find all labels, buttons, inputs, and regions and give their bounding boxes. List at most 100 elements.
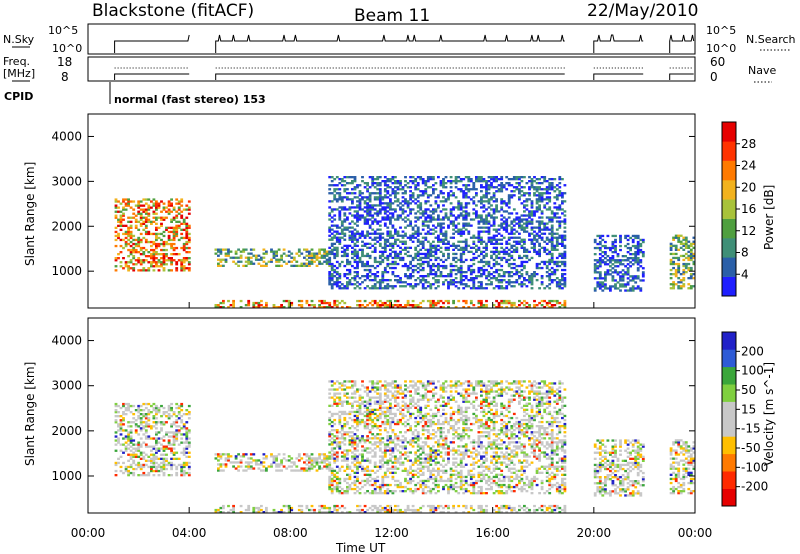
power-cell <box>606 271 610 274</box>
power-cell <box>426 275 430 278</box>
power-cell <box>530 256 534 260</box>
velocity-cell <box>177 417 181 420</box>
velocity-cell <box>330 477 334 481</box>
power-cell <box>601 238 605 242</box>
power-cell <box>401 242 405 245</box>
velocity-cell <box>162 445 166 448</box>
velocity-cell <box>381 506 385 510</box>
velocity-cell <box>144 415 148 418</box>
power-cell <box>419 275 423 278</box>
power-cell <box>464 204 468 207</box>
power-cell <box>416 188 420 191</box>
power-cell <box>232 304 235 307</box>
power-cell <box>457 208 461 211</box>
power-cell <box>165 226 168 229</box>
velocity-cell <box>328 481 332 485</box>
velocity-cell <box>348 396 352 399</box>
velocity-cell <box>270 453 273 456</box>
power-cell <box>396 198 400 201</box>
velocity-cell <box>157 457 161 460</box>
power-cell <box>353 180 357 183</box>
power-cell <box>558 242 562 245</box>
velocity-cell <box>127 471 130 475</box>
power-cell <box>480 250 483 253</box>
velocity-cell <box>330 492 334 495</box>
power-cell <box>356 214 359 217</box>
velocity-cell <box>353 453 357 456</box>
power-cell <box>167 257 171 260</box>
power-cell <box>555 277 559 280</box>
power-cell <box>416 216 420 219</box>
power-cell <box>401 212 405 215</box>
power-cell <box>492 250 496 253</box>
velocity-cell <box>338 431 342 434</box>
power-cell <box>492 178 496 181</box>
velocity-cell <box>167 463 171 467</box>
power-cell <box>262 252 266 255</box>
velocity-cell <box>378 508 382 512</box>
power-cell <box>356 254 359 258</box>
power-cell <box>497 262 501 266</box>
velocity-cell <box>185 441 189 444</box>
power-cell <box>150 253 153 256</box>
velocity-cell <box>416 511 420 514</box>
power-cell <box>152 240 156 244</box>
power-cell <box>356 220 359 223</box>
power-cell <box>533 234 536 237</box>
velocity-cell <box>351 425 354 428</box>
power-cell <box>272 306 276 309</box>
power-cell <box>611 263 615 266</box>
power-cell <box>530 182 534 185</box>
power-cell <box>391 176 395 179</box>
power-cell <box>548 283 552 286</box>
power-cell <box>561 240 564 243</box>
power-cell <box>346 248 349 251</box>
power-cell <box>426 226 430 229</box>
power-cell <box>482 250 486 253</box>
power-cell <box>502 236 506 239</box>
power-cell <box>162 242 166 246</box>
power-cell <box>386 238 390 241</box>
power-cell <box>444 258 448 262</box>
velocity-cell <box>152 455 156 458</box>
velocity-cell <box>185 439 189 442</box>
power-cell <box>477 222 481 225</box>
power-cell <box>414 232 418 235</box>
velocity-cell <box>373 504 377 508</box>
power-cell <box>459 208 463 211</box>
velocity-cell <box>172 447 176 450</box>
power-cell <box>558 206 562 209</box>
velocity-cell <box>127 402 130 406</box>
power-cell <box>669 258 673 262</box>
power-cell <box>411 180 415 183</box>
power-cell <box>462 250 466 253</box>
power-cell <box>391 182 395 185</box>
power-cell <box>358 256 362 260</box>
velocity-cell <box>346 386 349 389</box>
power-cell <box>175 261 179 264</box>
velocity-cell <box>124 429 128 432</box>
velocity-cell <box>144 429 148 432</box>
power-cell <box>672 256 675 260</box>
velocity-cell <box>432 506 435 510</box>
velocity-cell <box>340 429 344 432</box>
power-cell <box>414 268 418 272</box>
power-cell <box>497 306 501 309</box>
nsky-tick-bottom: 10^0 <box>52 42 82 55</box>
power-cell <box>368 198 372 201</box>
velocity-cell <box>351 461 354 464</box>
power-cell <box>459 178 463 181</box>
power-cell <box>487 222 491 225</box>
velocity-cell <box>124 435 128 438</box>
power-cell <box>548 240 552 243</box>
power-cell <box>558 220 562 223</box>
power-cell <box>515 248 519 251</box>
power-cell <box>399 304 402 307</box>
velocity-cell <box>308 508 311 512</box>
power-cell <box>353 238 357 241</box>
power-cell <box>495 254 498 258</box>
velocity-cell <box>162 435 166 438</box>
power-cell <box>487 188 491 191</box>
power-cell <box>535 266 539 270</box>
power-cell <box>545 238 549 241</box>
